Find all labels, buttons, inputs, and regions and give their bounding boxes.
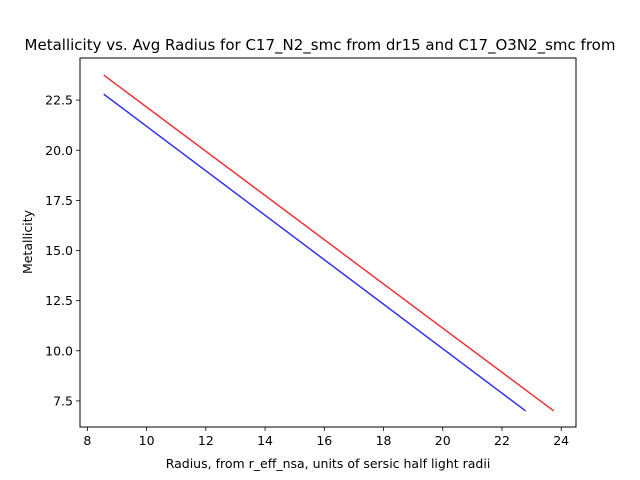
y-axis-label: Metallicity	[20, 209, 35, 274]
y-tick-label: 17.5	[45, 193, 73, 208]
x-tick-label: 8	[83, 433, 91, 448]
y-tick-label: 20.0	[45, 143, 73, 158]
y-tick-label: 12.5	[45, 293, 73, 308]
x-axis-ticks: 8 10 12 14 16 18 20 22 24	[83, 427, 569, 448]
x-axis-label: Radius, from r_eff_nsa, units of sersic …	[166, 456, 491, 471]
y-tick-label: 22.5	[45, 93, 73, 108]
x-tick-label: 18	[376, 433, 392, 448]
series-line-2	[103, 74, 555, 412]
series-lines	[103, 74, 555, 412]
x-tick-label: 16	[316, 433, 332, 448]
y-tick-label: 15.0	[45, 243, 73, 258]
x-tick-label: 12	[198, 433, 214, 448]
y-tick-label: 7.5	[53, 393, 73, 408]
series-line-1	[103, 93, 527, 412]
chart-title: Metallicity vs. Avg Radius for C17_N2_sm…	[25, 36, 616, 55]
x-tick-label: 14	[257, 433, 273, 448]
y-axis-ticks: 7.5 10.0 12.5 15.0 17.5 20.0 22.5	[45, 93, 80, 408]
x-tick-label: 10	[139, 433, 155, 448]
x-tick-label: 24	[553, 433, 569, 448]
y-tick-label: 10.0	[45, 343, 73, 358]
x-tick-label: 20	[435, 433, 451, 448]
x-tick-label: 22	[494, 433, 510, 448]
plot-frame	[79, 57, 577, 428]
